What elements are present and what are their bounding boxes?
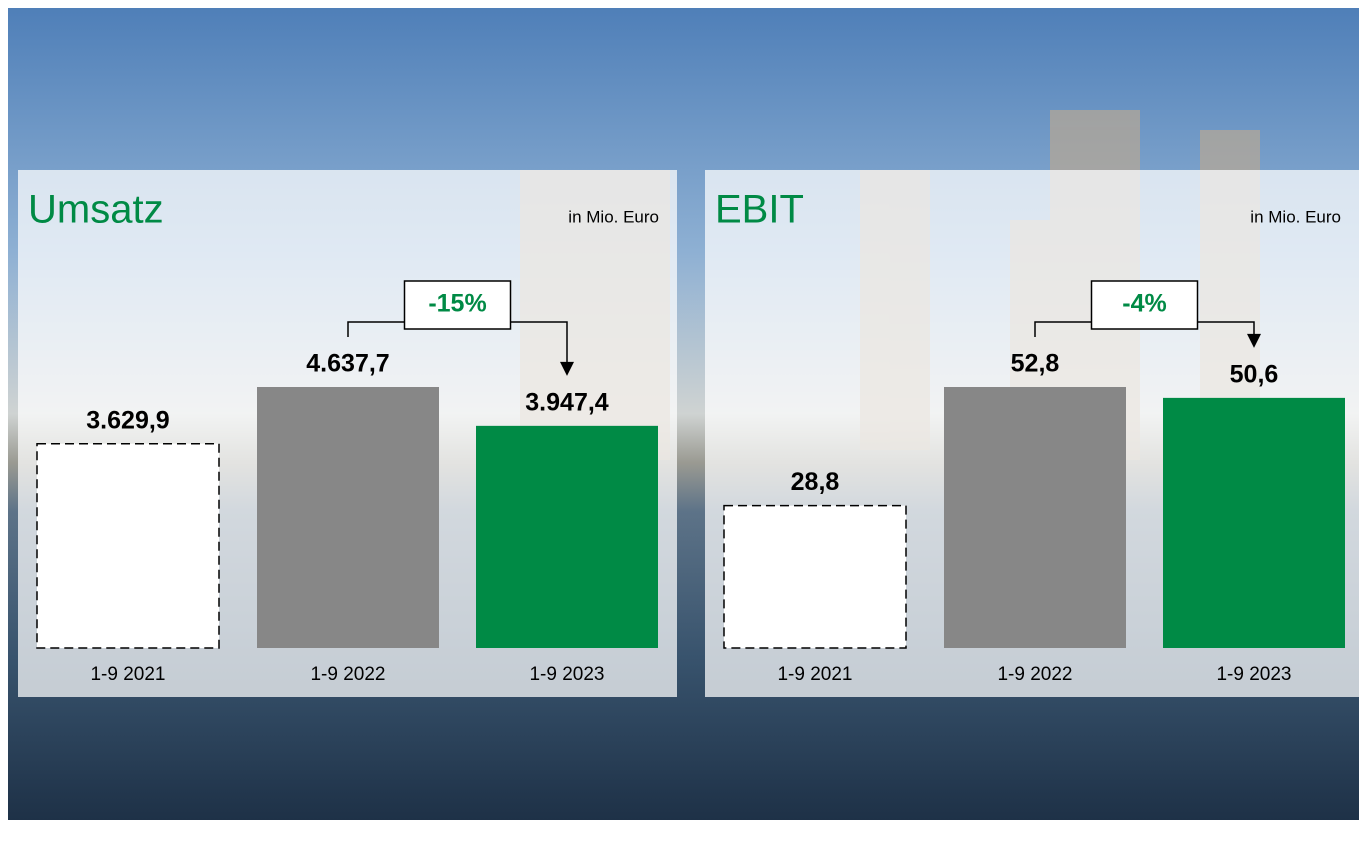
value-label: 28,8 — [791, 468, 840, 496]
chart-title: Umsatz — [28, 188, 164, 232]
category-label: 1-9 2021 — [777, 664, 852, 685]
unit-label: in Mio. Euro — [1250, 207, 1341, 226]
value-label: 3.947,4 — [525, 388, 609, 416]
value-label: 4.637,7 — [306, 350, 389, 378]
category-label: 1-9 2023 — [529, 664, 604, 685]
change-arrowhead — [1247, 333, 1261, 348]
change-box — [1090, 280, 1199, 330]
change-arrowhead — [560, 361, 574, 376]
bar — [1163, 397, 1345, 648]
unit-label: in Mio. Euro — [568, 207, 659, 226]
change-label: -15% — [428, 290, 486, 318]
category-label: 1-9 2022 — [310, 664, 385, 685]
change-label: -4% — [1122, 290, 1166, 318]
category-label: 1-9 2023 — [1216, 664, 1291, 685]
chart-title: EBIT — [715, 188, 804, 232]
change-box — [403, 280, 512, 330]
bar — [944, 387, 1126, 648]
bar — [476, 425, 658, 648]
value-label: 52,8 — [1011, 350, 1060, 378]
category-label: 1-9 2022 — [997, 664, 1072, 685]
value-label: 3.629,9 — [86, 406, 169, 434]
bar — [36, 442, 220, 649]
value-label: 50,6 — [1230, 360, 1279, 388]
bar — [257, 387, 439, 648]
bar — [723, 504, 907, 649]
category-label: 1-9 2021 — [90, 664, 165, 685]
